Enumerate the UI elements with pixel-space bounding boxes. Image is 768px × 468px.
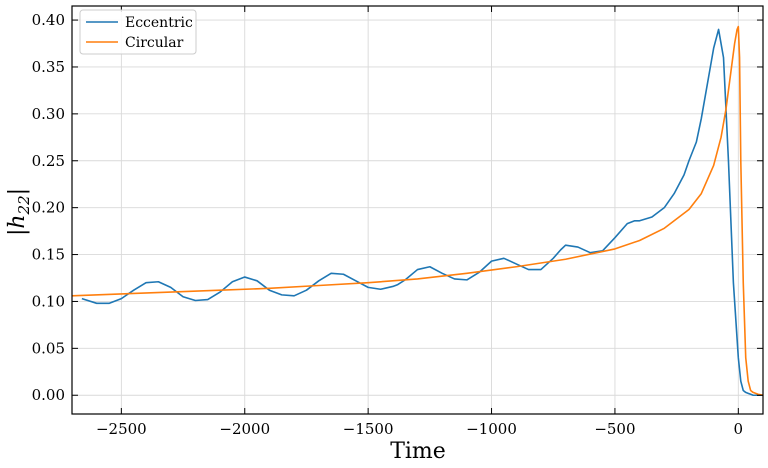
- series-line-eccentric: [81, 28, 763, 397]
- x-tick-label: −1000: [466, 420, 517, 438]
- ticks: [72, 6, 763, 414]
- y-tick-label: 0.20: [32, 199, 65, 217]
- x-tick-label: −2000: [219, 420, 270, 438]
- y-tick-label: 0.05: [32, 339, 65, 357]
- legend-box: [79, 9, 197, 55]
- y-axis-label-subscript: 22: [15, 195, 33, 215]
- y-tick-label: 0.25: [32, 152, 65, 170]
- y-tick-label: 0.15: [32, 246, 65, 264]
- y-axis-label-suffix: |: [5, 188, 30, 195]
- y-tick-label: 0.10: [32, 292, 65, 310]
- x-tick-label: 0: [734, 420, 744, 438]
- series-line-circular: [71, 25, 764, 397]
- x-tick-label: −500: [594, 420, 635, 438]
- y-tick-label: 0.00: [32, 386, 65, 404]
- y-tick-label: 0.35: [32, 58, 65, 76]
- y-tick-label: 0.30: [32, 105, 65, 123]
- y-tick-label: 0.40: [32, 11, 65, 29]
- tick-labels: −2500 −2000 −1500 −1000 −500 0 0.00 0.05 0.10 0.1…: [32, 11, 744, 438]
- y-axis-label: |h22|: [5, 188, 33, 236]
- x-tick-label: −2500: [96, 420, 147, 438]
- series-layer: [71, 25, 764, 397]
- y-axis-label-prefix: |h: [5, 214, 30, 236]
- legend-label-eccentric: Eccentric: [125, 15, 193, 31]
- legend: Eccentric Circular: [79, 9, 197, 55]
- x-axis-label: Time: [390, 439, 446, 464]
- x-tick-label: −1500: [343, 420, 394, 438]
- legend-label-circular: Circular: [125, 35, 184, 51]
- plot-frame: [71, 5, 764, 415]
- grid: [72, 6, 763, 414]
